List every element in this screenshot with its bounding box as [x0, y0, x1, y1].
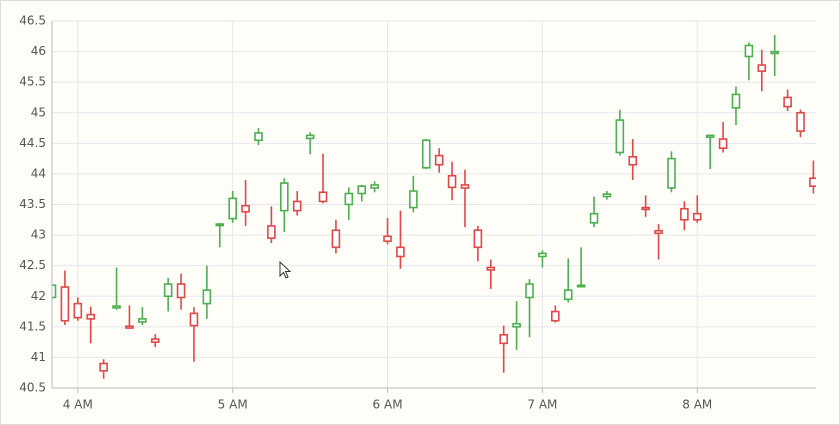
candle-body — [176, 283, 186, 299]
x-tick-label: 5 AM — [218, 398, 248, 412]
x-tick-label: 7 AM — [527, 398, 557, 412]
x-tick-label: 4 AM — [63, 398, 93, 412]
candle-body — [112, 305, 121, 309]
x-tick-label: 6 AM — [373, 398, 403, 412]
candle-body — [744, 44, 754, 58]
candle-body — [383, 235, 392, 243]
y-tick-label: 46.5 — [19, 14, 46, 28]
y-tick-label: 41.5 — [19, 319, 46, 333]
candle-body — [525, 283, 534, 299]
candle-body — [718, 138, 728, 150]
candle-body — [60, 286, 70, 322]
candle-body — [318, 191, 328, 203]
candle-body — [563, 289, 573, 301]
candle-body — [344, 192, 354, 206]
candle-body — [680, 207, 689, 221]
candle-body — [512, 322, 521, 328]
candle-body — [615, 119, 625, 154]
candle-body — [254, 132, 263, 142]
y-tick-label: 46 — [31, 44, 46, 58]
candle-body — [421, 139, 431, 169]
candle-body — [241, 204, 250, 213]
candle-body — [215, 223, 225, 227]
candle-body — [163, 283, 173, 298]
candle-body — [138, 318, 147, 323]
candle-body — [589, 212, 599, 224]
candle-body — [731, 93, 741, 109]
candle-body — [757, 64, 767, 72]
candle-body — [551, 310, 560, 322]
candle-body — [150, 338, 160, 343]
candle-body — [125, 325, 134, 329]
candle-body — [641, 206, 650, 211]
candle-body — [796, 111, 805, 132]
candle-body — [499, 333, 508, 345]
candle-body — [538, 252, 547, 258]
candles — [52, 35, 816, 379]
candle-body — [99, 362, 108, 372]
candle-body — [279, 182, 289, 212]
candle-body — [331, 229, 341, 249]
candle-body — [602, 193, 612, 198]
candle-body — [628, 155, 638, 166]
y-tick-label: 41 — [31, 350, 46, 364]
y-tick-label: 44.5 — [19, 136, 46, 150]
candle-body — [654, 230, 663, 235]
candle-body — [396, 246, 405, 258]
y-tick-label: 43 — [31, 228, 46, 242]
candle-body — [434, 154, 444, 166]
candle-body — [770, 50, 780, 55]
candle-body — [292, 200, 302, 212]
candle-body — [305, 134, 315, 140]
candle-body — [73, 302, 83, 319]
candle-body — [370, 184, 379, 189]
y-tick-label: 44 — [31, 166, 46, 180]
candle-body — [705, 134, 715, 139]
candle-body — [409, 190, 418, 209]
candle-body — [86, 313, 96, 320]
candle-body — [460, 184, 470, 189]
y-tick-label: 43.5 — [19, 197, 46, 211]
candle-body — [52, 284, 57, 299]
candle-body — [576, 284, 586, 288]
candle-body — [202, 289, 212, 305]
y-tick-label: 40.5 — [19, 381, 46, 395]
mouse-cursor — [279, 260, 292, 279]
candle-body — [189, 312, 199, 327]
labels: 40.5 41 41.5 42 42.5 43 43.5 44 44.5 45 45.5 46 46.5… — [19, 14, 712, 412]
x-tick-label: 8 AM — [682, 398, 712, 412]
candle-body — [809, 177, 816, 187]
candle-body — [692, 212, 702, 221]
y-tick-label: 45 — [31, 105, 46, 119]
candle-body — [267, 225, 276, 239]
candle-body — [667, 157, 676, 189]
candle-body — [486, 266, 496, 271]
y-tick-label: 42.5 — [19, 258, 46, 272]
candle-body — [228, 197, 237, 220]
candle-body — [783, 96, 792, 108]
candle-body — [447, 174, 457, 189]
candle-body — [473, 229, 483, 249]
y-tick-label: 45.5 — [19, 75, 46, 89]
candle-body — [357, 185, 367, 195]
y-tick-label: 42 — [31, 289, 46, 303]
